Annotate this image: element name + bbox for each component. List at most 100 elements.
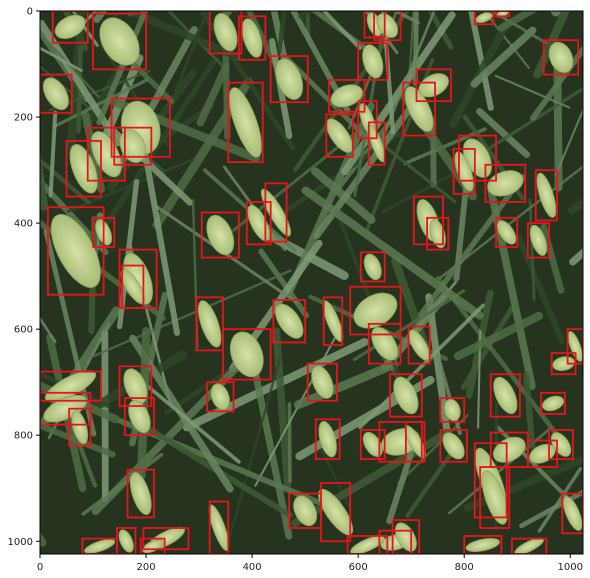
wheat-head <box>208 504 230 551</box>
detection-box <box>51 11 89 44</box>
wheat-head <box>44 370 97 402</box>
wheat-head <box>429 219 446 249</box>
leaf-stroke <box>470 26 537 88</box>
wheat-head <box>229 87 262 158</box>
leaf-stroke <box>494 74 571 109</box>
wheat-head <box>404 86 434 132</box>
detection-box <box>92 12 147 71</box>
detection-box <box>452 147 476 195</box>
x-tick-label: 200 <box>137 562 156 573</box>
leaf-stroke <box>270 11 288 64</box>
leaf-stroke <box>449 18 511 129</box>
wheat-head <box>493 376 518 415</box>
wheat-head <box>84 539 116 554</box>
detection-box <box>439 397 466 423</box>
axes-frame <box>39 10 584 555</box>
detection-box <box>526 222 550 259</box>
detection-box <box>139 537 166 554</box>
wheat-head <box>542 395 565 412</box>
detection-box <box>542 39 580 76</box>
detection-box <box>118 365 153 407</box>
wheat-head <box>318 421 337 458</box>
wheat-head <box>119 129 146 164</box>
x-tick-label: 0 <box>37 562 43 573</box>
wheat-head <box>274 303 304 339</box>
leaf-stroke <box>166 11 227 70</box>
leaf-stroke <box>40 46 83 72</box>
detection-box <box>458 134 497 182</box>
wheat-head <box>496 220 517 245</box>
wheat-head <box>363 253 382 281</box>
wheat-head <box>362 44 384 79</box>
detection-box <box>222 328 272 381</box>
detection-box <box>378 529 413 554</box>
y-axis: 0 200 400 600 800 1000 <box>8 7 40 548</box>
detection-box <box>402 81 436 137</box>
wheat-head <box>197 300 222 348</box>
leaf-stroke <box>137 327 151 480</box>
leaf-stroke <box>519 489 583 529</box>
leaf-stroke <box>48 110 58 198</box>
leaf-stroke <box>43 37 100 99</box>
wheat-head <box>408 329 431 361</box>
leaf-stroke <box>453 311 544 361</box>
leaf-stroke <box>533 11 570 79</box>
leaf-stroke <box>468 11 494 111</box>
detection-box <box>306 362 338 402</box>
detection-box <box>195 296 224 352</box>
detection-box <box>200 211 240 259</box>
leaf-stroke <box>464 86 583 165</box>
leaf-stroke <box>258 248 310 319</box>
leaf-stroke <box>310 11 382 61</box>
detection-box <box>349 285 402 336</box>
wheat-head <box>552 356 575 372</box>
leaf-stroke <box>90 269 292 359</box>
leaf-stroke <box>476 108 531 159</box>
detection-box <box>359 429 386 460</box>
wheat-head <box>350 535 385 554</box>
detection-box <box>511 537 548 554</box>
detection-box <box>269 55 309 104</box>
detection-box <box>463 535 503 554</box>
wheat-head <box>443 398 461 422</box>
detection-box <box>40 370 102 402</box>
detection-box <box>113 126 153 166</box>
y-tick-label: 800 <box>14 431 33 442</box>
wheat-head <box>128 400 151 434</box>
detection-box <box>322 296 344 346</box>
wheat-head <box>118 529 134 553</box>
detection-box <box>357 41 389 81</box>
wheat-head <box>123 368 148 404</box>
y-tick-label: 200 <box>14 113 33 124</box>
detection-box <box>489 373 521 418</box>
leaf-stroke <box>489 11 570 58</box>
leaf-stroke <box>272 327 292 489</box>
leaf-stroke <box>301 186 484 320</box>
detection-box <box>484 163 527 203</box>
wheat-head <box>475 12 493 23</box>
leaf-stroke <box>198 11 295 150</box>
detection-box <box>367 322 402 365</box>
detection-box <box>404 421 426 463</box>
detection-box <box>412 195 444 246</box>
wheat-head <box>376 13 399 39</box>
wheat-head <box>322 300 344 343</box>
leaf-stroke <box>358 303 485 430</box>
leaf-stroke <box>293 360 399 410</box>
wheat-head <box>567 331 583 362</box>
detection-box <box>126 468 155 519</box>
y-tick-label: 400 <box>14 219 33 230</box>
leaf-stroke <box>497 11 539 32</box>
wheat-head <box>206 214 235 256</box>
wheat-head <box>326 118 354 153</box>
leaf-stroke <box>282 54 381 152</box>
detection-box <box>68 407 92 447</box>
detection-box <box>373 11 402 42</box>
leaf-stroke <box>515 234 566 345</box>
wheat-head <box>210 383 230 411</box>
x-tick-label: 1000 <box>558 562 583 573</box>
leaf-stroke <box>40 316 57 344</box>
detection-box <box>378 421 423 463</box>
detection-box <box>439 429 468 463</box>
leaf-stroke <box>129 370 241 464</box>
